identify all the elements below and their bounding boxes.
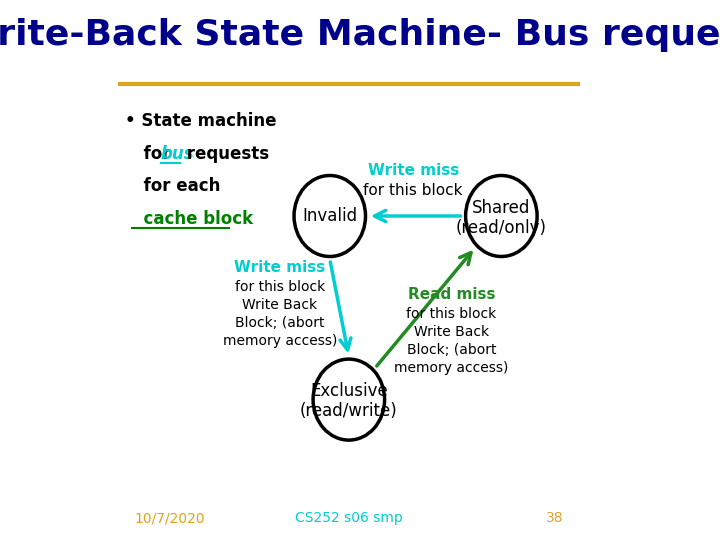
Text: Write Back: Write Back: [242, 298, 318, 312]
Text: 38: 38: [546, 511, 563, 525]
Text: (read/write): (read/write): [300, 402, 397, 421]
Text: Write Back: Write Back: [414, 325, 489, 339]
Text: • State machine: • State machine: [125, 112, 276, 131]
Text: for each: for each: [132, 177, 220, 195]
Text: 10/7/2020: 10/7/2020: [135, 511, 205, 525]
Text: for this block: for this block: [235, 280, 325, 294]
Text: CS252 s06 smp: CS252 s06 smp: [295, 511, 402, 525]
Text: memory access): memory access): [222, 334, 337, 348]
Text: Shared: Shared: [472, 199, 531, 217]
Text: Write miss: Write miss: [367, 163, 459, 178]
Text: Invalid: Invalid: [302, 207, 357, 225]
Text: for this block: for this block: [406, 307, 496, 321]
Text: Block; (abort: Block; (abort: [407, 343, 496, 357]
Text: for this block: for this block: [364, 183, 463, 198]
Text: Write miss: Write miss: [234, 260, 325, 275]
Text: bus: bus: [161, 145, 194, 163]
Text: cache block: cache block: [132, 210, 253, 228]
Text: memory access): memory access): [394, 361, 508, 375]
Text: for: for: [132, 145, 176, 163]
Text: (read/only): (read/only): [456, 219, 547, 237]
Text: requests: requests: [181, 145, 269, 163]
Text: Read miss: Read miss: [408, 287, 495, 302]
Text: Exclusive: Exclusive: [310, 382, 387, 401]
Text: Write-Back State Machine- Bus request: Write-Back State Machine- Bus request: [0, 18, 720, 52]
Text: Block; (abort: Block; (abort: [235, 316, 325, 330]
